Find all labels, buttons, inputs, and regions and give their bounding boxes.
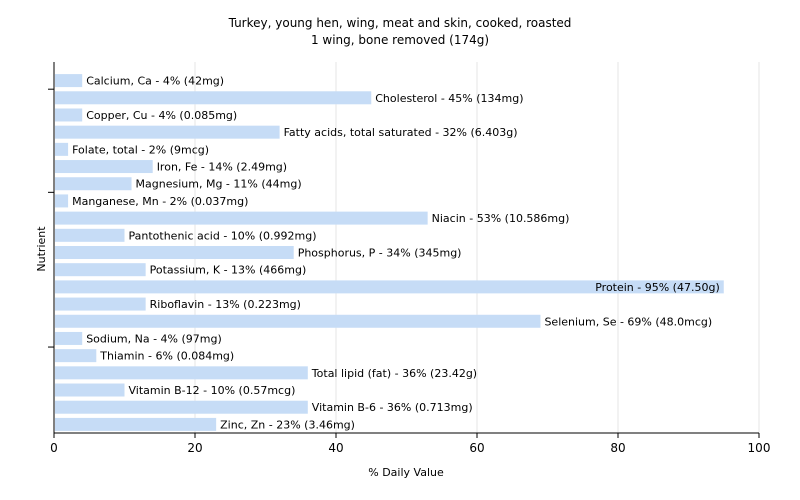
chart-title: Turkey, young hen, wing, meat and skin, …	[228, 16, 572, 30]
bar-label: Magnesium, Mg - 11% (44mg)	[136, 178, 302, 191]
bar	[55, 91, 372, 105]
x-tick-label: 100	[748, 441, 771, 455]
bar	[55, 246, 294, 259]
bar-label: Manganese, Mn - 2% (0.037mg)	[72, 195, 248, 208]
x-tick-label: 0	[50, 441, 58, 455]
bar-label: Copper, Cu - 4% (0.085mg)	[86, 109, 237, 122]
bar	[55, 314, 541, 328]
bar	[55, 349, 97, 363]
bar-label: Vitamin B-6 - 36% (0.713mg)	[312, 401, 473, 414]
y-axis-title: Nutrient	[35, 226, 48, 272]
bar	[55, 297, 146, 311]
bar-label: Riboflavin - 13% (0.223mg)	[150, 298, 301, 311]
x-tick-label: 80	[610, 441, 625, 455]
bar-label: Folate, total - 2% (9mcg)	[72, 143, 209, 156]
bar-label: Pantothenic acid - 10% (0.992mg)	[129, 229, 317, 242]
bar-label: Fatty acids, total saturated - 32% (6.40…	[284, 126, 518, 139]
bar	[55, 280, 724, 294]
bar-label: Protein - 95% (47.50g)	[595, 281, 720, 294]
bar	[55, 366, 308, 380]
bar-label: Cholesterol - 45% (134mg)	[375, 92, 523, 105]
bars: Calcium, Ca - 4% (42mg) Cholesterol - 45%…	[55, 74, 724, 431]
bar	[55, 417, 217, 431]
x-tick-label: 60	[469, 441, 484, 455]
bar	[55, 228, 125, 242]
bar-label: Niacin - 53% (10.586mg)	[432, 212, 570, 225]
chart-subtitle: 1 wing, bone removed (174g)	[310, 33, 490, 47]
bar-label: Iron, Fe - 14% (2.49mg)	[157, 161, 287, 174]
bar-label: Total lipid (fat) - 36% (23.42g)	[311, 367, 477, 380]
bar-label: Sodium, Na - 4% (97mg)	[86, 332, 222, 345]
bar	[55, 194, 69, 208]
x-tick-label: 40	[328, 441, 343, 455]
bar-label: Potassium, K - 13% (466mg)	[150, 264, 307, 277]
bar-label: Vitamin B-12 - 10% (0.57mcg)	[129, 384, 296, 397]
axes: 0 20 40 60 80 100	[48, 62, 770, 455]
bar	[55, 160, 153, 174]
x-tick-label: 20	[187, 441, 202, 455]
bar	[55, 177, 132, 191]
bar-label: Thiamin - 6% (0.084mg)	[99, 350, 234, 363]
bar	[55, 331, 83, 345]
bar	[55, 125, 280, 139]
bar	[55, 74, 83, 88]
bar	[55, 108, 83, 122]
bar-label: Zinc, Zn - 23% (3.46mg)	[220, 418, 355, 431]
bar	[55, 263, 146, 277]
bar	[55, 400, 308, 414]
x-axis-title: % Daily Value	[368, 466, 444, 479]
bar	[55, 142, 69, 156]
bar	[55, 383, 125, 397]
bar-label: Calcium, Ca - 4% (42mg)	[86, 75, 224, 88]
bar	[55, 211, 428, 225]
bar-label: Selenium, Se - 69% (48.0mcg)	[544, 315, 712, 328]
bar-label: Phosphorus, P - 34% (345mg)	[298, 247, 462, 260]
